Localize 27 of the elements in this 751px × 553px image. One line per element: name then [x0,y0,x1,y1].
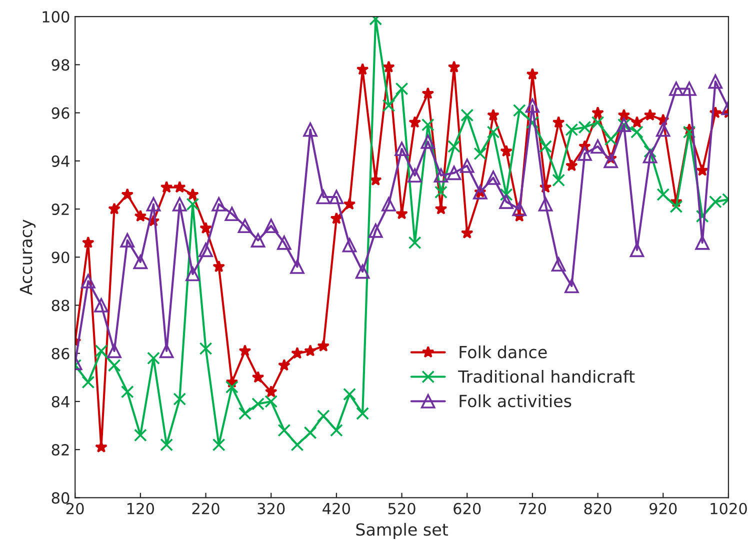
x-tick-label: 20 [66,502,84,514]
x-tick-label: 1020 [710,502,747,514]
x-tick-label: 520 [388,502,416,514]
x-tick-label: 120 [128,502,154,514]
y-tick-label: 90 [52,252,70,264]
y-tick-label: 100 [42,11,70,23]
y-axis-title: Accuracy [20,220,36,296]
x-tick-label: 420 [322,502,350,514]
legend-label: Folk dance [460,345,547,358]
y-tick-label: 98 [52,59,70,71]
x-tick-label: 920 [650,502,677,514]
x-axis-title: Sample set [356,522,448,540]
y-tick-label: 92 [52,204,69,216]
x-tick-label: 820 [584,502,612,514]
x-tick-label: 220 [192,502,220,514]
y-tick-label: 88 [52,300,70,312]
y-tick-label: 96 [52,107,70,119]
legend-label: Traditional handicraft [458,370,635,383]
y-tick-label: 84 [52,396,70,408]
x-tick-label: 620 [454,502,481,514]
y-tick-label: 80 [52,492,70,504]
y-tick-label: 94 [52,155,70,167]
legend-label: Folk activities [460,394,572,408]
y-tick-label: 86 [52,348,70,360]
x-tick-label: 720 [519,502,546,514]
x-tick-label: 320 [258,502,285,514]
y-tick-label: 82 [52,444,69,456]
